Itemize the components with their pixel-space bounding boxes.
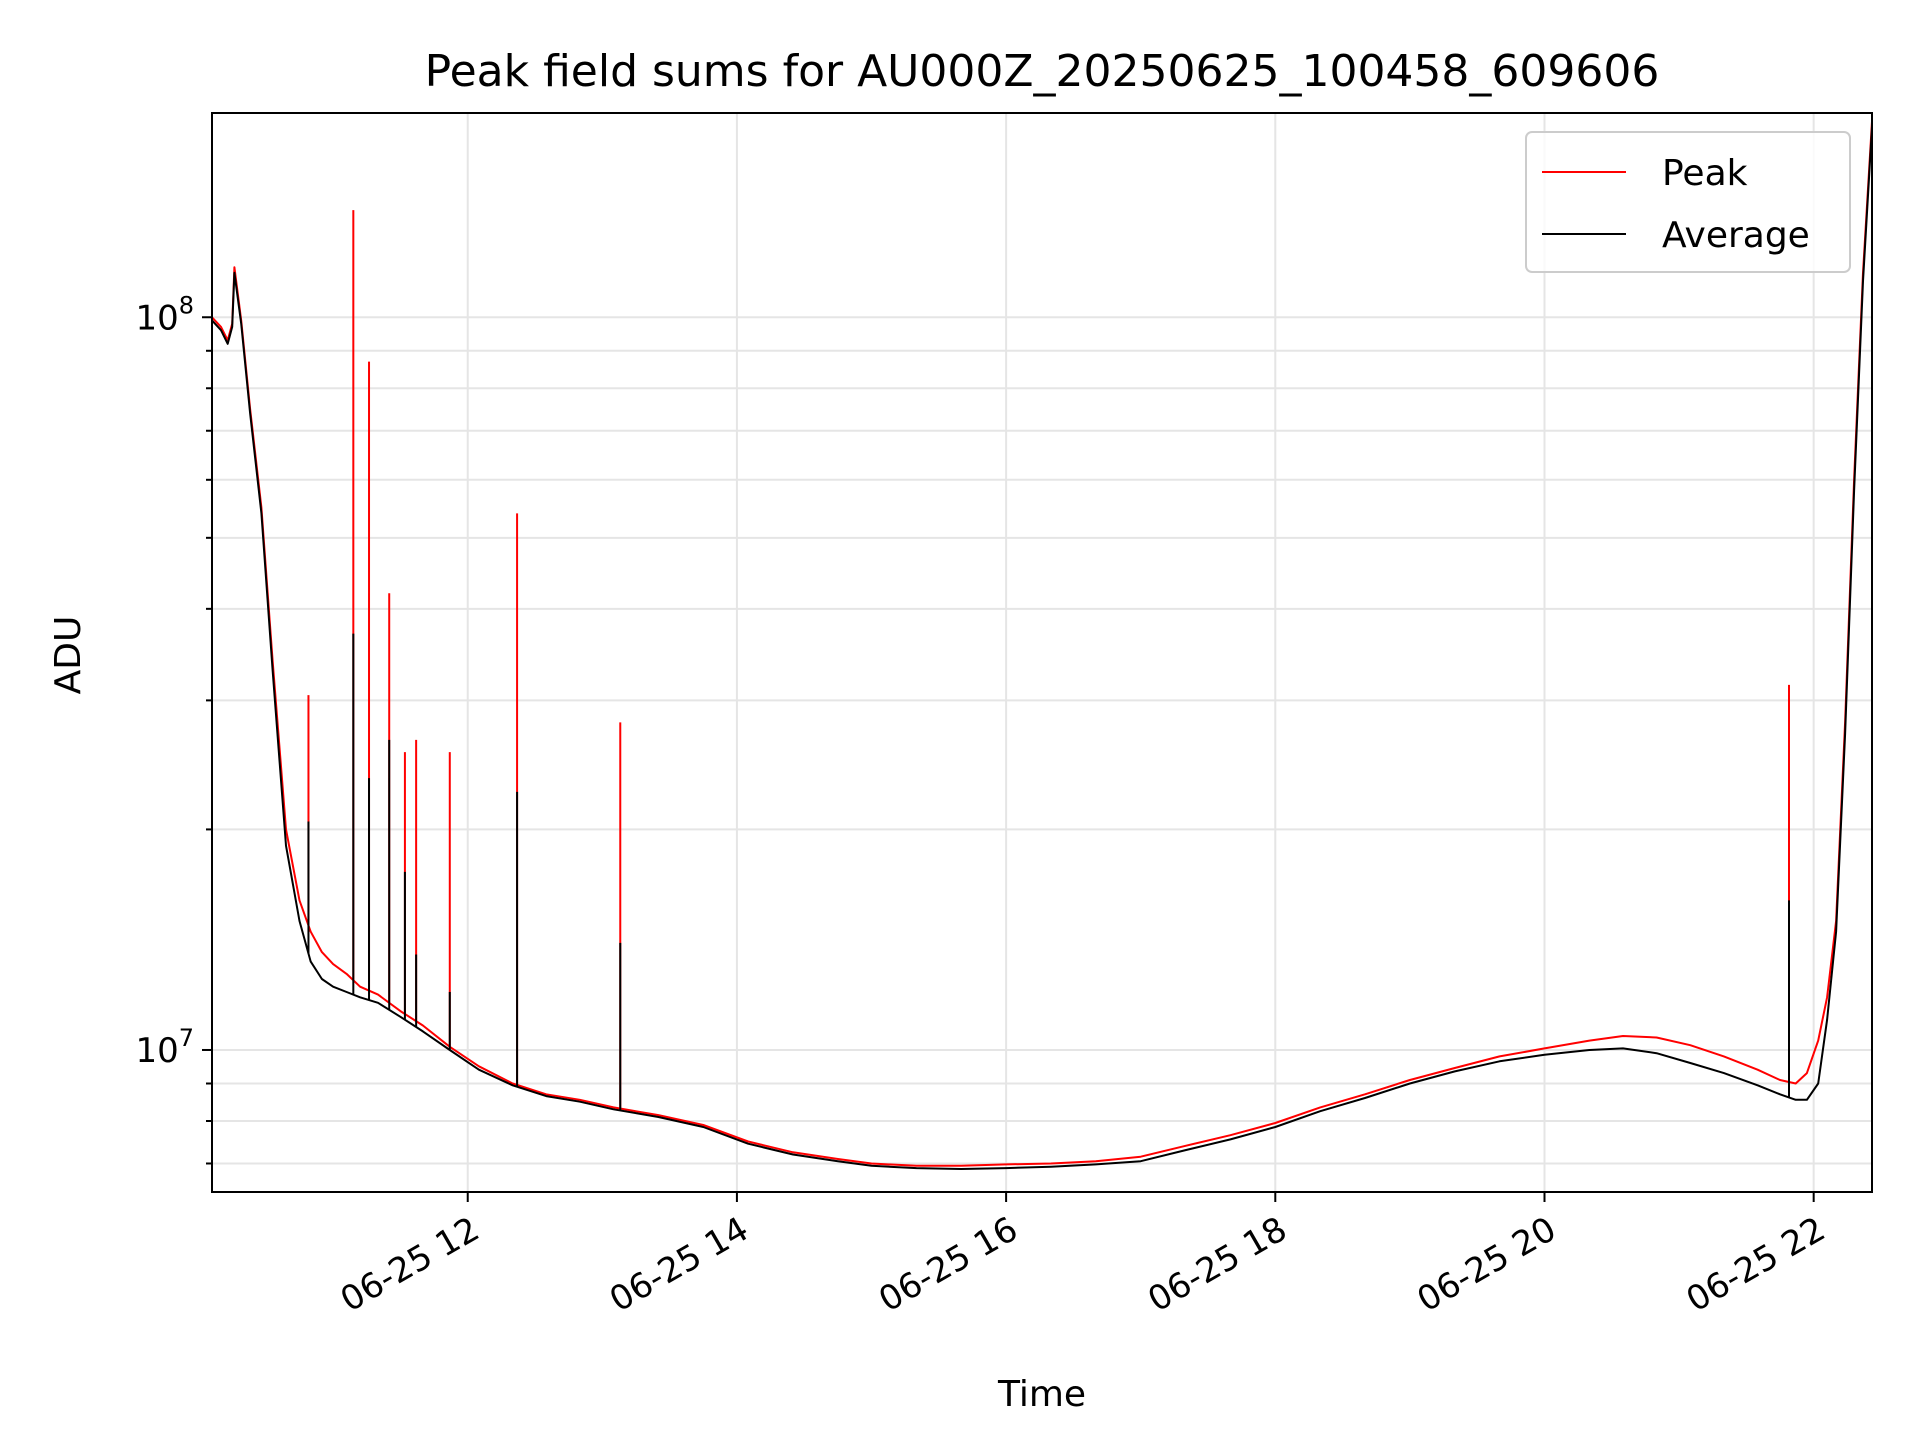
y-tick-label: 107: [135, 1024, 194, 1071]
y-axis: 107 108: [135, 291, 212, 1165]
legend-label-average: Average: [1662, 215, 1810, 256]
x-axis-label: Time: [997, 1374, 1086, 1415]
legend: Peak Average: [1525, 131, 1851, 273]
y-axis-label: ADU: [48, 616, 89, 695]
y-tick-label: 108: [135, 291, 194, 338]
chart-title: Peak field sums for AU000Z_20250625_1004…: [425, 46, 1660, 97]
series-line-average: [212, 126, 1872, 1170]
plot-lines: [212, 121, 1872, 1170]
legend-label-peak: Peak: [1662, 153, 1748, 194]
plot-frame: [211, 112, 1873, 1193]
series-line-peak: [212, 121, 1872, 1167]
legend-box: [1525, 131, 1851, 273]
